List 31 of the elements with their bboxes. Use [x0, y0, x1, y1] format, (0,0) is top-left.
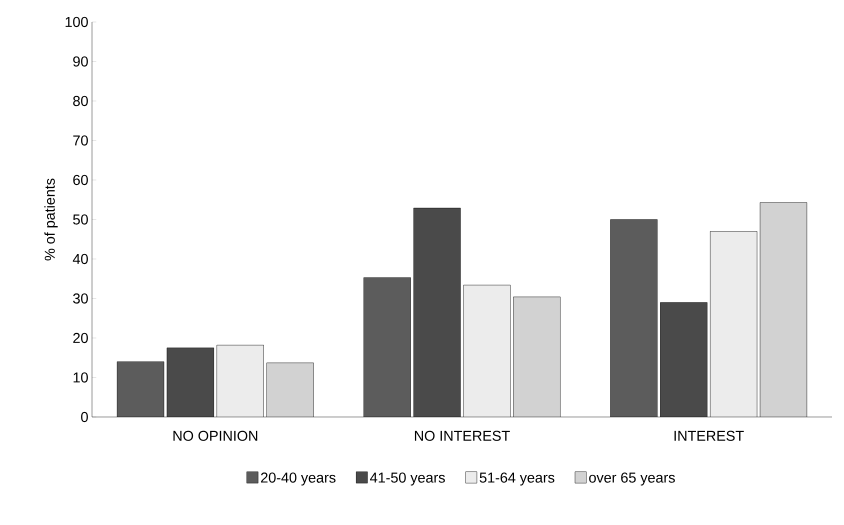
bar	[266, 362, 314, 417]
legend-label: over 65 years	[589, 472, 675, 486]
bar	[710, 231, 758, 417]
y-tick-label: 10	[74, 372, 88, 383]
x-tick-label: NO OPINION	[173, 430, 258, 441]
legend-label: 20-40 years	[261, 472, 336, 486]
y-tick-label: 80	[73, 96, 88, 106]
y-tick-label: 40	[72, 254, 88, 264]
y-tick-label: 70	[73, 135, 88, 146]
bar	[117, 362, 164, 417]
y-tick-label: 30	[73, 293, 88, 304]
y-tick-label: 0	[81, 412, 88, 422]
y-tick-label: 60	[73, 174, 88, 186]
bar	[464, 285, 510, 417]
bar	[760, 202, 808, 417]
legend-label: 51-64 years	[480, 472, 554, 486]
x-tick-label: NO INTEREST	[414, 430, 510, 441]
bar	[216, 345, 264, 417]
bar	[364, 278, 411, 417]
y-tick-label: 50	[73, 214, 88, 225]
y-tick-label: 90	[73, 56, 88, 67]
y-tick-label: 100	[66, 16, 88, 28]
bar	[414, 208, 461, 417]
legend-label: 41-50 years	[370, 472, 445, 486]
bar	[610, 219, 658, 417]
bar	[513, 296, 560, 417]
y-axis-title: % of patients	[44, 178, 58, 260]
y-tick-label: 20	[73, 332, 88, 344]
bar	[166, 348, 214, 417]
bar	[660, 302, 708, 417]
x-tick-label: INTEREST	[674, 430, 744, 441]
